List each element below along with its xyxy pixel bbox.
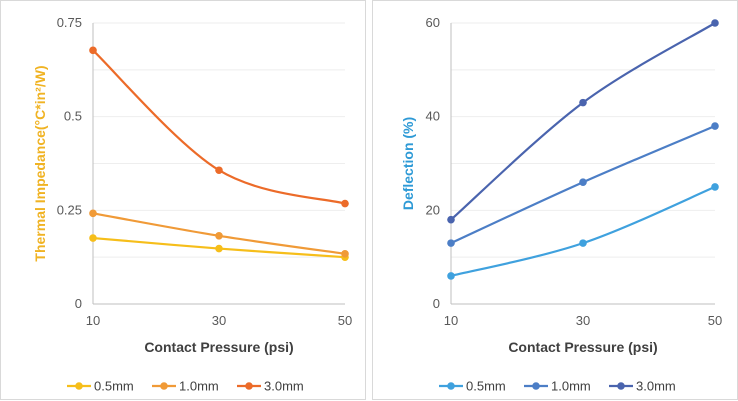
data-point-3.0mm — [579, 98, 587, 107]
data-point-1.0mm — [215, 232, 223, 240]
legend-label: 0.5mm — [94, 379, 134, 394]
y-axis-title: Thermal Impedance(°C*in²/W) — [32, 65, 48, 261]
legend-marker-3.0mm — [617, 382, 625, 390]
y-tick-label: 0.5 — [64, 109, 82, 124]
legend-marker-1.0mm — [160, 382, 168, 390]
y-axis-title: Deflection (%) — [400, 117, 416, 210]
data-point-0.5mm — [579, 239, 587, 247]
data-point-3.0mm — [341, 199, 349, 208]
y-tick-label: 0.25 — [57, 202, 82, 217]
x-tick-label: 10 — [444, 313, 458, 328]
thermal-impedance-chart-svg: 0 0.25 0.5 0.75 10 30 50 Contact Pressure (psi)… — [32, 15, 352, 394]
thermal-impedance-chart: 0 0.25 0.5 0.75 10 30 50 Contact Pressure (psi)… — [0, 0, 366, 400]
data-point-1.0mm — [711, 122, 719, 130]
legend-label: 1.0mm — [179, 379, 219, 394]
data-point-0.5mm — [711, 183, 719, 191]
data-point-0.5mm — [447, 272, 455, 280]
data-point-0.5mm — [215, 244, 223, 253]
y-tick-label: 0 — [75, 296, 82, 311]
data-point-3.0mm — [215, 166, 223, 175]
data-point-0.5mm — [89, 234, 97, 242]
legend-marker-0.5mm — [447, 382, 455, 390]
legend-marker-3.0mm — [245, 382, 253, 390]
x-tick-label: 10 — [86, 313, 100, 328]
legend-label: 3.0mm — [264, 379, 304, 394]
data-point-3.0mm — [89, 46, 97, 55]
deflection-chart-svg: 0 20 40 60 10 30 50 Contact Pressure (psi) Defle… — [400, 15, 722, 394]
y-tick-label: 0 — [433, 296, 440, 311]
series-line-0.5mm — [450, 185, 716, 277]
data-point-1.0mm — [341, 249, 349, 258]
data-point-3.0mm — [447, 215, 455, 224]
legend-marker-0.5mm — [75, 382, 83, 390]
x-tick-label: 50 — [708, 313, 722, 328]
x-tick-label: 30 — [212, 313, 226, 328]
legend-label: 3.0mm — [636, 379, 676, 394]
legend-label: 1.0mm — [551, 379, 591, 394]
x-tick-label: 50 — [338, 313, 352, 328]
data-point-1.0mm — [89, 209, 97, 218]
data-point-3.0mm — [711, 19, 719, 27]
series-line-3.0mm — [92, 49, 346, 205]
data-point-1.0mm — [447, 239, 455, 247]
x-tick-label: 30 — [576, 313, 590, 328]
series-line-3.0mm — [450, 22, 716, 221]
y-tick-label: 60 — [426, 15, 440, 30]
legend-label: 0.5mm — [466, 379, 506, 394]
legend-marker-1.0mm — [532, 382, 540, 390]
y-tick-label: 40 — [426, 109, 440, 124]
x-axis-title: Contact Pressure (psi) — [508, 339, 657, 355]
data-point-1.0mm — [579, 178, 587, 187]
y-tick-label: 20 — [426, 202, 440, 217]
x-axis-title: Contact Pressure (psi) — [144, 339, 293, 355]
y-tick-label: 0.75 — [57, 15, 82, 30]
deflection-chart: 0 20 40 60 10 30 50 Contact Pressure (psi) Defle… — [372, 0, 738, 400]
